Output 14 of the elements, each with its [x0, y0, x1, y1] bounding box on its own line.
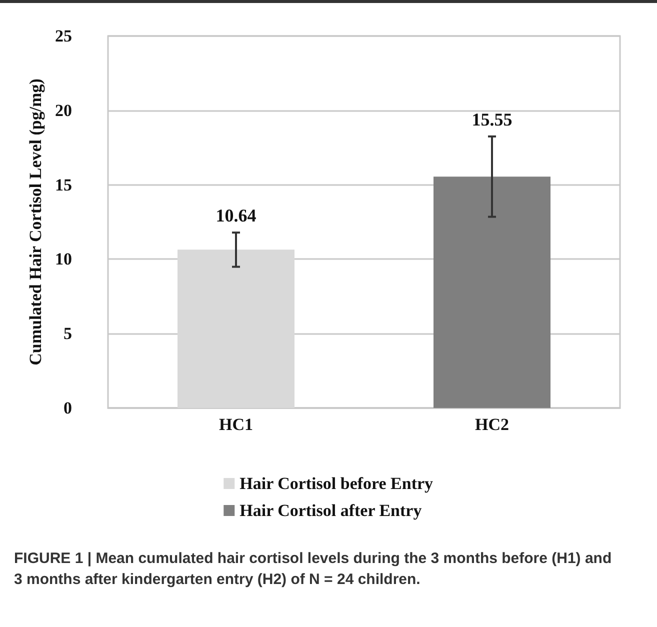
- y-tick-label: 0: [64, 398, 72, 418]
- x-tick-label: HC2: [475, 415, 509, 434]
- y-tick-label: 20: [55, 100, 72, 120]
- y-tick-label: 25: [55, 26, 72, 46]
- data-label: 10.64: [216, 206, 256, 226]
- caption: FIGURE 1 | Mean cumulated hair cortisol levels during the 3 months before (H1) and 3 months after kindergarten entry (H2) of N = 24 children.: [14, 549, 613, 590]
- y-tick-label: 5: [64, 324, 72, 344]
- y-tick-label: 15: [55, 175, 72, 194]
- x-tick-label: HC1: [219, 415, 253, 434]
- legend-label: Hair Cortisol before Entry: [240, 474, 434, 493]
- data-label: 15.55: [472, 109, 512, 130]
- legend-label: Hair Cortisol after Entry: [240, 501, 422, 520]
- y-axis-title: Cumulated Hair Cortisol Level (pg/mg): [26, 78, 46, 366]
- y-tick-label: 10: [55, 250, 72, 269]
